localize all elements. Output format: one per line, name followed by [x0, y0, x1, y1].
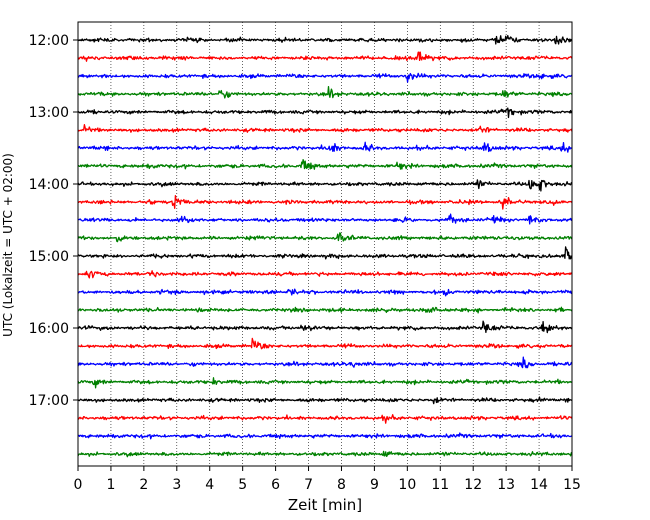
x-tick-label: 3 [172, 477, 181, 493]
trace-1630 [77, 356, 573, 369]
trace-1315 [77, 124, 573, 134]
trace-1530 [77, 288, 573, 297]
y-tick-label: 16:00 [29, 321, 69, 337]
y-axis-label: UTC (Lokalzeit = UTC + 02:00) [1, 153, 15, 337]
trace-1400 [77, 179, 573, 192]
x-tick-label: 2 [139, 477, 148, 493]
x-axis-ticks: 0 1 2 3 4 5 6 7 8 9 10 11 12 13 14 15 [74, 466, 581, 493]
x-tick-label: 9 [370, 477, 379, 493]
trace-1545 [77, 306, 573, 314]
trace-1700 [77, 396, 573, 405]
trace-1300 [77, 107, 573, 119]
x-tick-label: 10 [398, 477, 416, 493]
y-axis-ticks: 12:00 13:00 14:00 15:00 16:00 17:00 [29, 33, 78, 409]
y-tick-label: 17:00 [29, 393, 69, 409]
trace-1430 [77, 213, 573, 225]
x-tick-label: 15 [563, 477, 581, 493]
trace-1600 [77, 320, 573, 334]
x-tick-label: 5 [238, 477, 247, 493]
trace-1715 [77, 414, 573, 424]
trace-1245 [77, 85, 573, 99]
x-tick-label: 4 [205, 477, 214, 493]
trace-1345 [77, 159, 573, 170]
x-tick-label: 7 [304, 477, 313, 493]
grid [110, 22, 540, 466]
trace-1445 [77, 232, 573, 243]
x-tick-label: 14 [530, 477, 548, 493]
seismic-traces [77, 34, 573, 458]
x-tick-label: 13 [497, 477, 515, 493]
trace-1615 [77, 337, 572, 350]
trace-1200 [78, 34, 572, 45]
trace-1645 [77, 377, 573, 389]
trace-1730 [77, 432, 573, 440]
y-tick-label: 12:00 [29, 33, 69, 49]
trace-1330 [77, 141, 573, 153]
trace-1515 [77, 270, 573, 279]
plot-frame [77, 21, 573, 467]
x-tick-label: 1 [106, 477, 115, 493]
y-tick-label: 15:00 [29, 249, 69, 265]
x-axis-label: Zeit [min] [288, 496, 362, 514]
x-tick-label: 12 [464, 477, 482, 493]
trace-1230 [77, 72, 573, 83]
trace-1500 [78, 246, 573, 260]
x-tick-label: 0 [74, 477, 83, 493]
trace-1215 [77, 51, 573, 62]
y-tick-label: 14:00 [29, 177, 69, 193]
x-tick-label: 6 [271, 477, 280, 493]
x-tick-label: 8 [337, 477, 346, 493]
trace-1745 [77, 450, 573, 458]
y-tick-label: 13:00 [29, 105, 69, 121]
x-tick-label: 11 [431, 477, 449, 493]
trace-1415 [77, 195, 573, 210]
